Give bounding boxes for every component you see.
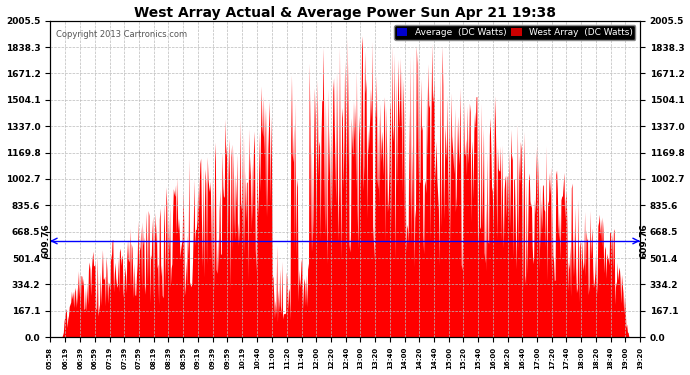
Text: 609.76: 609.76 xyxy=(640,224,649,258)
Text: Copyright 2013 Cartronics.com: Copyright 2013 Cartronics.com xyxy=(56,30,187,39)
Text: 609.76: 609.76 xyxy=(41,224,50,258)
Title: West Array Actual & Average Power Sun Apr 21 19:38: West Array Actual & Average Power Sun Ap… xyxy=(134,6,556,20)
Legend: Average  (DC Watts), West Array  (DC Watts): Average (DC Watts), West Array (DC Watts… xyxy=(394,25,635,40)
